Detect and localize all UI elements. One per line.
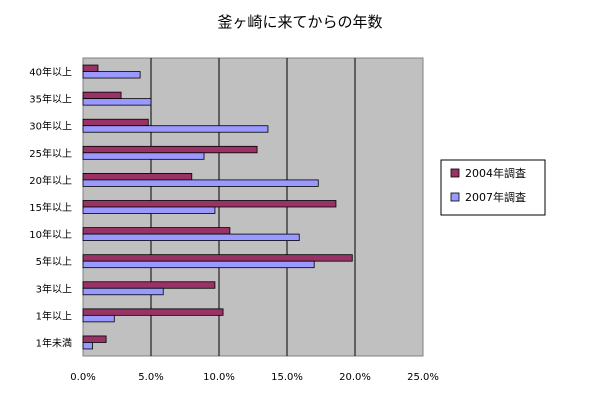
bar [82,145,258,154]
bar [82,342,93,350]
x-tick-label: 20.0% [339,372,371,383]
bars [82,64,353,350]
y-tick-label: 25年以上 [29,147,72,160]
bar [82,200,337,208]
bar [82,308,224,316]
legend-label: 2007年調査 [465,190,526,204]
y-tick-label: 20年以上 [29,174,72,187]
bar [82,254,353,262]
x-tick-label: 0.0% [70,372,95,383]
bar [82,91,122,100]
bar [82,125,269,133]
y-tick-label: 5年以上 [36,255,72,268]
legend: 2004年調査 2007年調査 [440,159,546,216]
y-tick-label: 3年以上 [36,282,72,295]
x-tick-label: 5.0% [138,372,163,383]
y-axis-ticks: 40年以上 35年以上 30年以上 25年以上 20年以上 15年以上 10年以上 5年以上 3… [29,66,72,350]
x-tick-label: 10.0% [203,372,235,383]
bar [82,260,315,269]
y-tick-label: 30年以上 [29,120,72,133]
chart-title: 釜ヶ崎に来てからの年数 [217,13,382,31]
bar [82,173,193,181]
bar [82,64,99,72]
bar [82,287,164,296]
bar [82,281,216,289]
bar [82,118,149,127]
bar [82,98,152,106]
x-axis-ticks: 0.0% 5.0% 10.0% 15.0% 20.0% 25.0% [70,372,439,383]
bar [82,206,216,214]
bar [82,314,115,323]
y-tick-label: 10年以上 [29,228,72,241]
bar [82,233,300,241]
bar [82,71,141,79]
y-tick-label: 1年以上 [36,309,72,322]
bar [82,152,205,160]
legend-label: 2004年調査 [465,166,526,180]
y-tick-label: 15年以上 [29,201,72,214]
legend-swatch [450,168,460,178]
y-tick-label: 40年以上 [29,66,72,79]
bar [82,227,231,235]
x-tick-label: 25.0% [407,372,439,383]
bar [82,335,107,343]
x-tick-label: 15.0% [271,372,303,383]
bar [82,179,319,187]
y-tick-label: 1年未満 [36,336,72,349]
legend-swatch [450,192,460,202]
y-tick-label: 35年以上 [29,93,72,106]
